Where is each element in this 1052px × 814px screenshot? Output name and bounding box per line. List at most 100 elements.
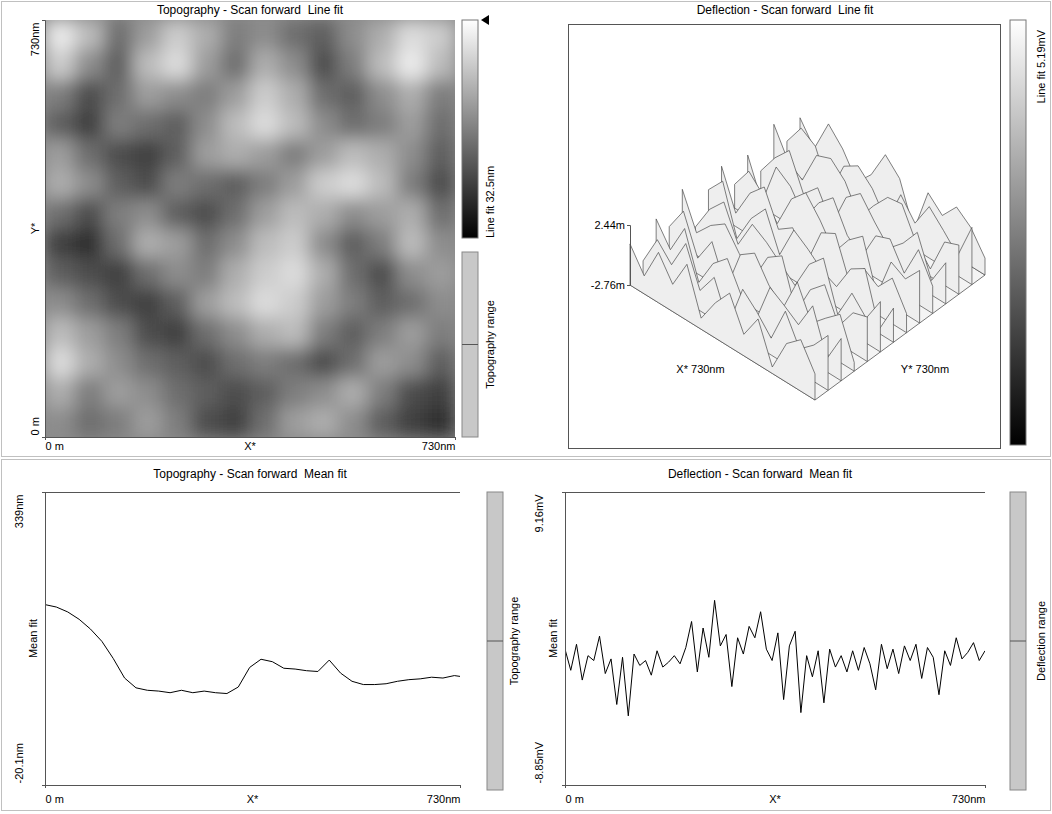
heatmap-cell: [133, 318, 163, 348]
heatmap-cell: [104, 20, 134, 50]
heatmap-cell: [133, 169, 163, 199]
chart-container: Topography - Scan forward Line fit0 m730…: [0, 0, 1052, 814]
tick: 0 m: [29, 417, 45, 437]
heatmap-cell: [367, 139, 397, 169]
heatmap-cell: [191, 109, 221, 139]
tick-label: 2.44m: [594, 219, 625, 231]
heatmap-cell: [250, 407, 280, 437]
data-line: [45, 605, 460, 694]
heatmap-cell: [45, 318, 75, 348]
heatmap-cell: [250, 80, 280, 110]
axis: 0 m730nm: [29, 21, 46, 438]
heatmap-cell: [309, 348, 339, 378]
heatmap-cell: [250, 169, 280, 199]
heatmap-cell: [191, 377, 221, 407]
heatmap-cell: [133, 258, 163, 288]
range-bar-marker: [1010, 641, 1026, 642]
heatmap-cell: [221, 109, 251, 139]
heatmap-cell: [279, 318, 309, 348]
heatmap-cell: [309, 407, 339, 437]
heatmap-cell: [338, 80, 368, 110]
tick-mark: [562, 492, 565, 493]
heatmap-cell: [396, 80, 426, 110]
heatmap-cell: [396, 377, 426, 407]
heatmap-cell: [45, 50, 75, 80]
colorbar-label: Line fit 5.19mV: [1035, 29, 1047, 103]
heatmap-cell: [221, 288, 251, 318]
plot-frame: [569, 25, 1001, 449]
heatmap-cell: [309, 258, 339, 288]
heatmap-cell: [133, 229, 163, 259]
colorbar: [1010, 20, 1026, 445]
heatmap-cell: [45, 377, 75, 407]
heatmap-cell: [133, 20, 163, 50]
heatmap-cell: [396, 229, 426, 259]
heatmap-cell: [338, 258, 368, 288]
tick: -8.85mV: [533, 741, 565, 785]
heatmap-cell: [221, 169, 251, 199]
heatmap-cell: [338, 20, 368, 50]
heatmap-cell: [250, 377, 280, 407]
x-axis-title: X* 730nm: [676, 363, 724, 375]
heatmap-cell: [309, 50, 339, 80]
heatmap-cell: [104, 258, 134, 288]
range-bar-label: Deflection range: [1035, 601, 1047, 681]
heatmap-cell: [396, 169, 426, 199]
heatmap-cell: [426, 139, 455, 169]
heatmap-cell: [162, 20, 192, 50]
heatmap-cell: [133, 139, 163, 169]
heatmap-cell: [45, 407, 75, 437]
heatmap-cell: [162, 109, 192, 139]
heatmap-cell: [133, 407, 163, 437]
tick-label: -20.1nm: [13, 743, 25, 783]
tick-label: -8.85mV: [533, 741, 545, 783]
heatmap-cell: [396, 348, 426, 378]
heatmap-cell: [221, 348, 251, 378]
heatmap-cell: [191, 20, 221, 50]
heatmap-cell: [338, 377, 368, 407]
heatmap-cell: [191, 169, 221, 199]
heatmap-cell: [162, 80, 192, 110]
heatmap-cell: [309, 139, 339, 169]
heatmap-cell: [74, 20, 104, 50]
y-axis-title: Y* 730nm: [901, 363, 949, 375]
heatmap-cell: [309, 109, 339, 139]
heatmap-cell: [279, 377, 309, 407]
heatmap-cell: [162, 139, 192, 169]
colorbar-pointer: [481, 15, 489, 25]
heatmap-cell: [45, 199, 75, 229]
heatmap-cell: [367, 80, 397, 110]
heatmap-cell: [45, 258, 75, 288]
heatmap-cell: [396, 258, 426, 288]
heatmap-cell: [191, 199, 221, 229]
heatmap-cell: [338, 318, 368, 348]
heatmap-cell: [426, 407, 455, 437]
chart-title: Deflection - Scan forward Line fit: [697, 3, 874, 17]
heatmap-cell: [74, 318, 104, 348]
heatmap-cell: [279, 139, 309, 169]
heatmap-cell: [45, 169, 75, 199]
heatmap-cell: [426, 50, 455, 80]
heatmap-cell: [162, 377, 192, 407]
heatmap-cell: [45, 80, 75, 110]
tick-label: 0 m: [46, 440, 64, 452]
heatmap-cell: [250, 50, 280, 80]
heatmap-cell: [104, 377, 134, 407]
heatmap-cell: [396, 109, 426, 139]
heatmap-cell: [74, 258, 104, 288]
heatmap-cell: [162, 258, 192, 288]
heatmap-cell: [162, 50, 192, 80]
range-bar: [462, 252, 478, 437]
heatmap-cell: [279, 199, 309, 229]
heatmap-cell: [338, 109, 368, 139]
chart-title: Deflection - Scan forward Mean fit: [668, 467, 853, 481]
heatmap-cell: [162, 199, 192, 229]
heatmap-cell: [250, 318, 280, 348]
heatmap-cell: [338, 407, 368, 437]
heatmap-cell: [426, 318, 455, 348]
heatmap-cell: [338, 288, 368, 318]
heatmap-cell: [426, 169, 455, 199]
heatmap-cell: [74, 229, 104, 259]
heatmap-cell: [191, 229, 221, 259]
heatmap-cell: [133, 348, 163, 378]
